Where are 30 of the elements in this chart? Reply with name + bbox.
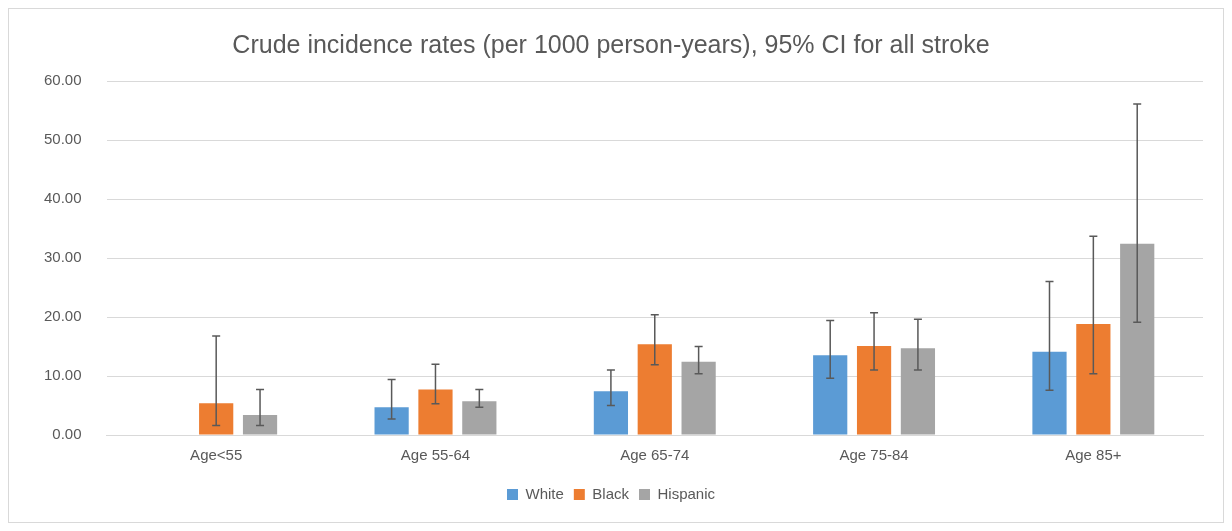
x-tick-label: Age 75-84 <box>839 446 909 464</box>
bar <box>242 414 278 435</box>
bar <box>900 348 936 435</box>
y-tick-label: 10.00 <box>43 366 82 384</box>
x-tick-label: Age 65-74 <box>620 446 690 464</box>
legend-label: Black <box>592 484 630 502</box>
y-tick-label: 30.00 <box>43 248 82 266</box>
y-tick-label: 40.00 <box>43 189 82 207</box>
x-tick-label: Age<55 <box>190 446 243 464</box>
y-tick-label: 50.00 <box>43 130 82 148</box>
bar <box>813 355 848 435</box>
legend-label: White <box>525 484 564 502</box>
bar <box>1032 351 1067 435</box>
bar <box>856 345 892 435</box>
bar <box>1076 324 1111 435</box>
bar <box>462 401 497 435</box>
x-tick-label: Age 85+ <box>1065 446 1122 464</box>
chart-title: Crude incidence rates (per 1000 person-years), 95% CI for all stroke <box>232 29 990 58</box>
bar <box>199 403 234 435</box>
bar <box>1120 243 1155 435</box>
bar <box>418 389 453 435</box>
y-tick-label: 60.00 <box>43 71 82 89</box>
y-tick-label: 0.00 <box>52 425 82 443</box>
bar <box>637 344 672 435</box>
y-tick-label: 20.00 <box>43 307 82 325</box>
legend-label: Hispanic <box>657 484 716 502</box>
bar <box>374 407 409 435</box>
bar <box>681 361 716 435</box>
x-tick-label: Age 55-64 <box>400 446 471 464</box>
bar <box>593 391 629 435</box>
